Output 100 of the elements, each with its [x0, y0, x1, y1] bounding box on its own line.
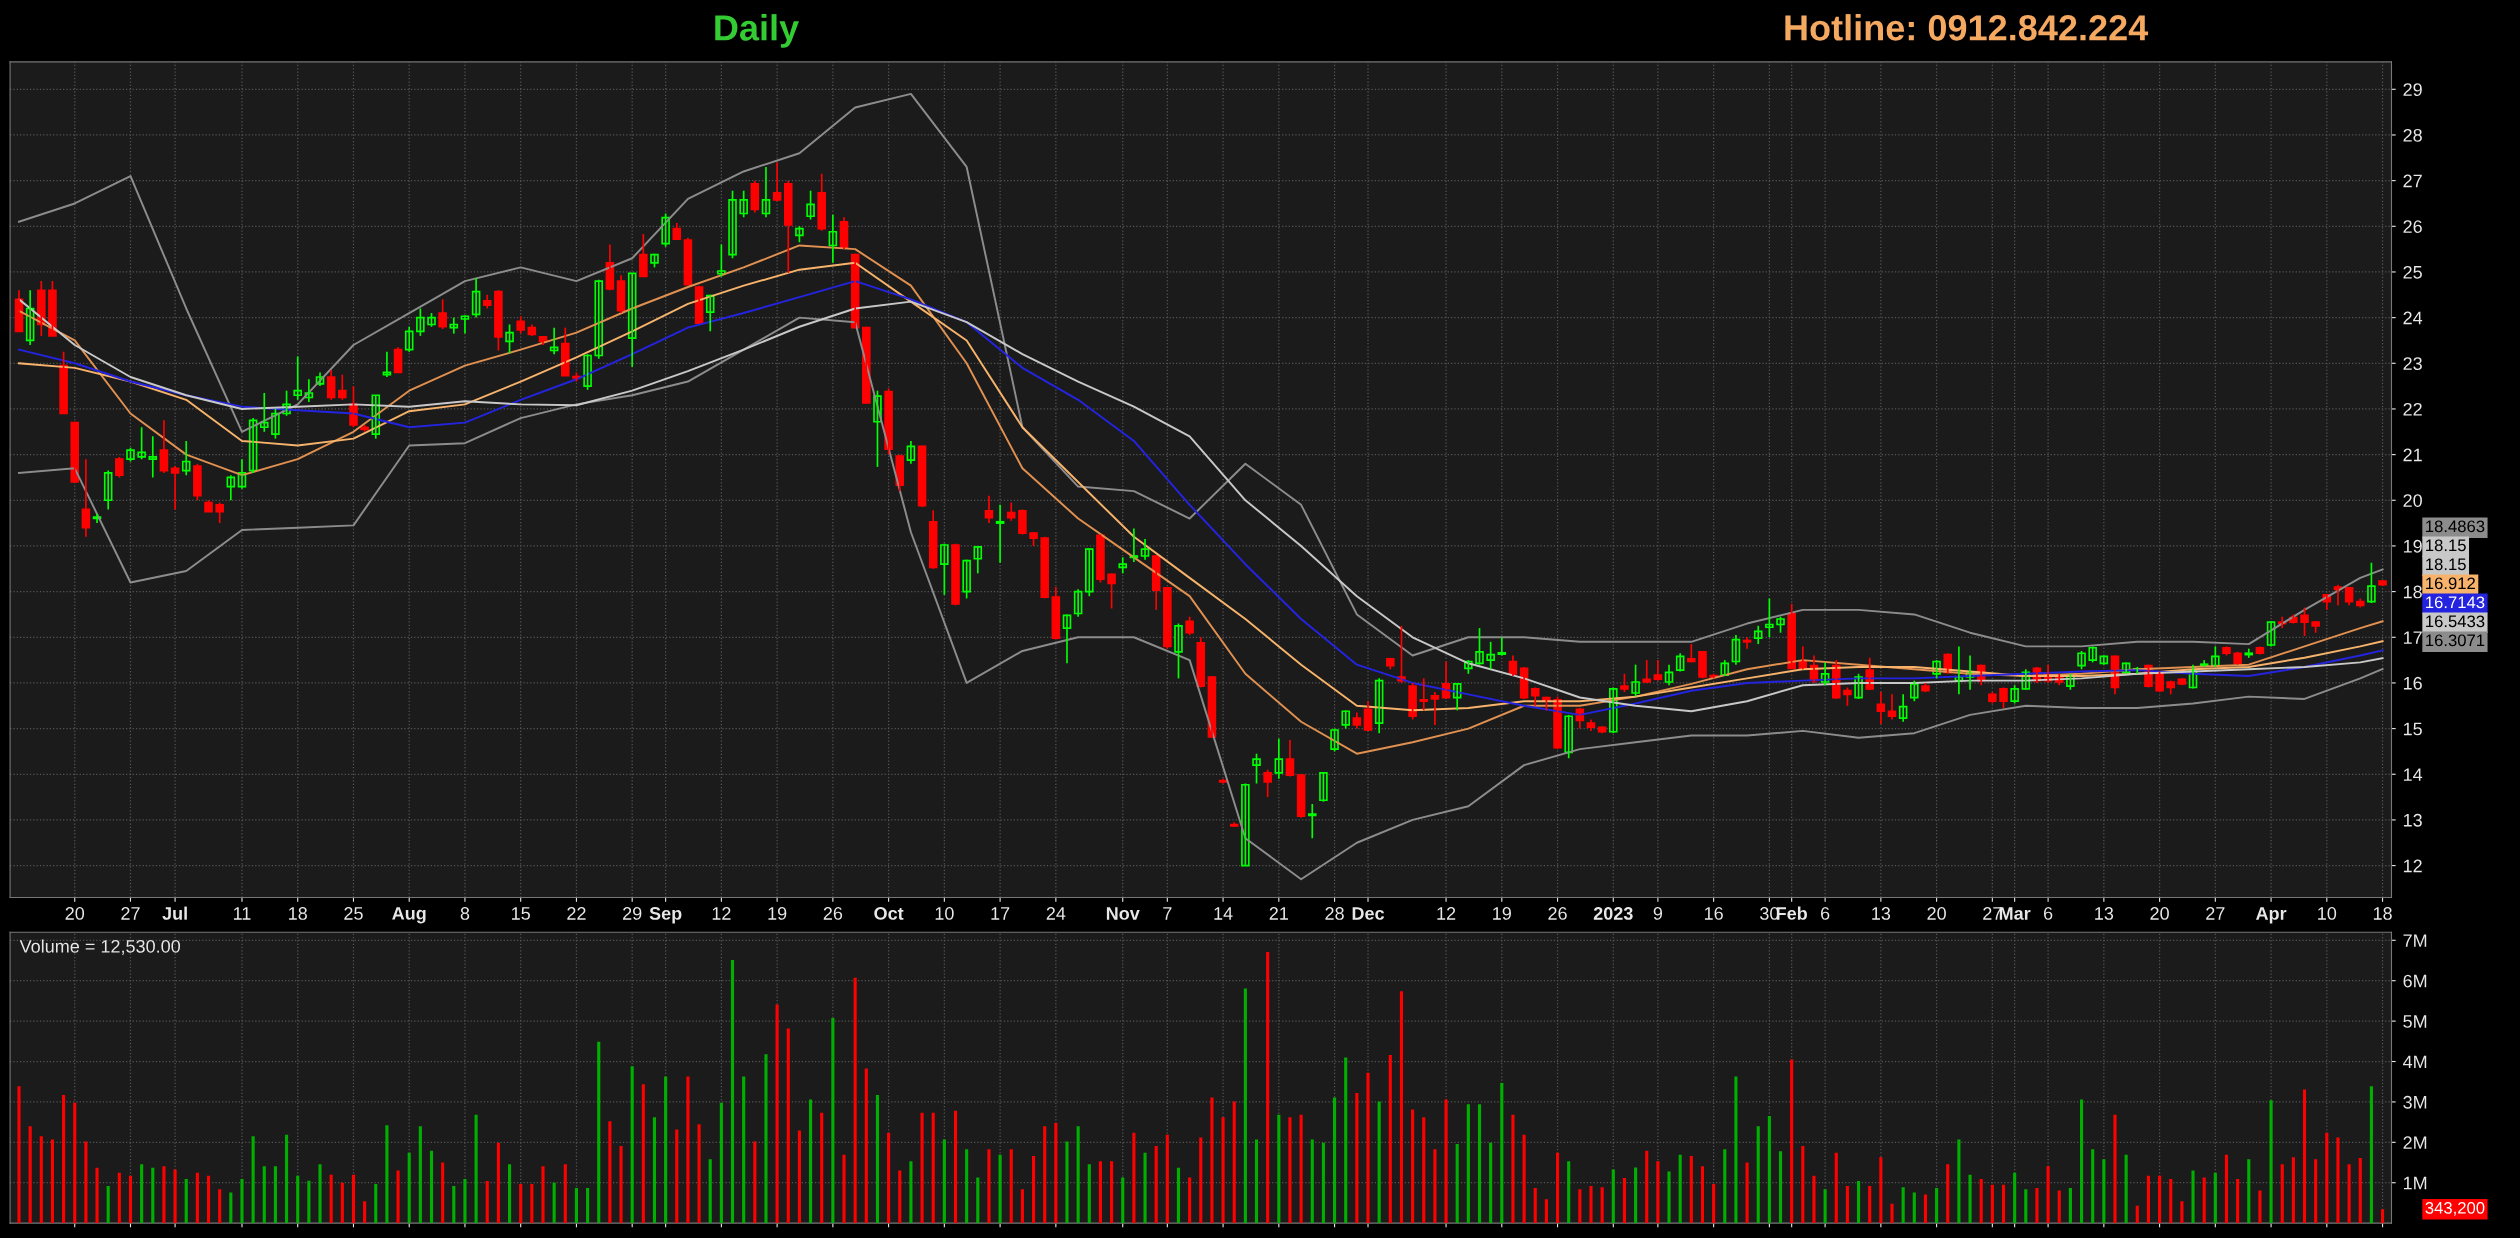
bar	[106, 1185, 110, 1224]
bar	[463, 1179, 467, 1224]
bar	[1723, 1149, 1727, 1224]
x-tick-label: 6	[2043, 907, 2053, 920]
bar	[2325, 1132, 2329, 1224]
bar	[429, 1150, 434, 1224]
line-series	[18, 316, 2384, 881]
bar	[1667, 1171, 1671, 1224]
y-tick-label: 19	[2403, 539, 2422, 553]
bar	[1411, 1109, 1415, 1224]
bar	[586, 1187, 590, 1224]
bar	[1143, 1152, 1147, 1224]
bar	[2035, 1187, 2039, 1224]
bar	[1176, 1167, 1181, 1224]
bar	[2291, 1157, 2295, 1224]
bar	[28, 1126, 32, 1224]
bar	[2113, 1114, 2117, 1224]
bar	[2001, 1184, 2006, 1224]
bar	[2358, 1158, 2362, 1224]
x-tick-label: Nov	[1106, 907, 1140, 920]
candlestick	[2244, 647, 2254, 659]
y-tick-label: 1M	[2403, 1176, 2427, 1190]
bar	[307, 1180, 311, 1224]
bar	[2124, 1154, 2128, 1224]
bar	[1522, 1134, 1526, 1224]
bar	[820, 1112, 824, 1224]
bar	[262, 1166, 266, 1224]
text: 16.3071	[2426, 634, 2485, 647]
x-tick-label: 11	[233, 907, 251, 920]
x-tick-label: 2023	[1593, 907, 1633, 920]
x-tick-label: 18	[289, 907, 307, 920]
bar	[2381, 1209, 2385, 1224]
bar	[1823, 1189, 1827, 1224]
candlestick	[2367, 561, 2376, 604]
bar	[1533, 1187, 1537, 1224]
bar	[1489, 1142, 1493, 1224]
text: 18.15	[2426, 539, 2466, 552]
bar	[1154, 1145, 1158, 1224]
bar	[407, 1152, 411, 1224]
bar	[285, 1134, 289, 1224]
x-tick-label: 8	[460, 907, 470, 920]
x-tick-label: 26	[823, 907, 843, 920]
candlestick	[1163, 586, 1172, 650]
bar	[485, 1181, 489, 1224]
bar	[519, 1183, 523, 1224]
x-tick-label: 12	[1437, 907, 1456, 920]
bar	[1132, 1132, 1136, 1224]
y-tick-label: 22	[2403, 402, 2422, 416]
bar	[831, 1017, 835, 1224]
bar	[597, 1041, 601, 1224]
bar	[1622, 1177, 1626, 1224]
bar	[2314, 1159, 2318, 1224]
bar	[1377, 1101, 1381, 1224]
bar	[1778, 1151, 1783, 1224]
bar	[1812, 1175, 1816, 1224]
text: 18.15	[2426, 558, 2466, 571]
bar	[1645, 1150, 1649, 1224]
bar	[17, 1086, 21, 1224]
bar	[1321, 1142, 1325, 1224]
x-tick-label: 19	[768, 907, 787, 920]
bar	[1801, 1145, 1805, 1224]
bar	[1477, 1104, 1482, 1224]
x-tick-label: 27	[2206, 907, 2225, 920]
bar	[84, 1141, 88, 1224]
bar	[2068, 1187, 2072, 1224]
candlestick	[1307, 803, 1317, 840]
y-tick-label: 7M	[2403, 934, 2427, 947]
candlestick	[1486, 640, 1495, 671]
bar	[1054, 1122, 1058, 1224]
bar	[1020, 1189, 1024, 1224]
x-tick-label: 24	[1046, 907, 1066, 920]
x-tick-label: 18	[2373, 907, 2392, 920]
bar	[1656, 1161, 1660, 1224]
bar	[1689, 1156, 1693, 1224]
bar	[273, 1166, 277, 1224]
candlestick	[193, 462, 202, 502]
candlestick	[1018, 508, 1027, 536]
bar	[1444, 1099, 1448, 1224]
bar	[2302, 1089, 2307, 1224]
bar	[1634, 1167, 1638, 1224]
bar	[1500, 1082, 1504, 1224]
bar	[2079, 1099, 2084, 1224]
chart-title: Daily	[715, 14, 799, 48]
candlestick	[2311, 620, 2320, 634]
bar	[1511, 1114, 1515, 1224]
bar	[909, 1161, 913, 1224]
candlestick	[1698, 650, 1707, 680]
x-tick-label: 9	[1653, 907, 1663, 920]
candlestick	[516, 315, 525, 335]
bar	[184, 1179, 188, 1224]
candlestick	[1185, 615, 1194, 636]
bar	[2046, 1166, 2050, 1224]
bar	[875, 1095, 880, 1224]
bar	[140, 1164, 144, 1224]
bar	[898, 1170, 902, 1224]
candlestick	[1419, 677, 1429, 712]
bar	[864, 1068, 868, 1224]
bar	[296, 1175, 300, 1224]
bar	[976, 1177, 980, 1224]
bar	[340, 1182, 344, 1224]
